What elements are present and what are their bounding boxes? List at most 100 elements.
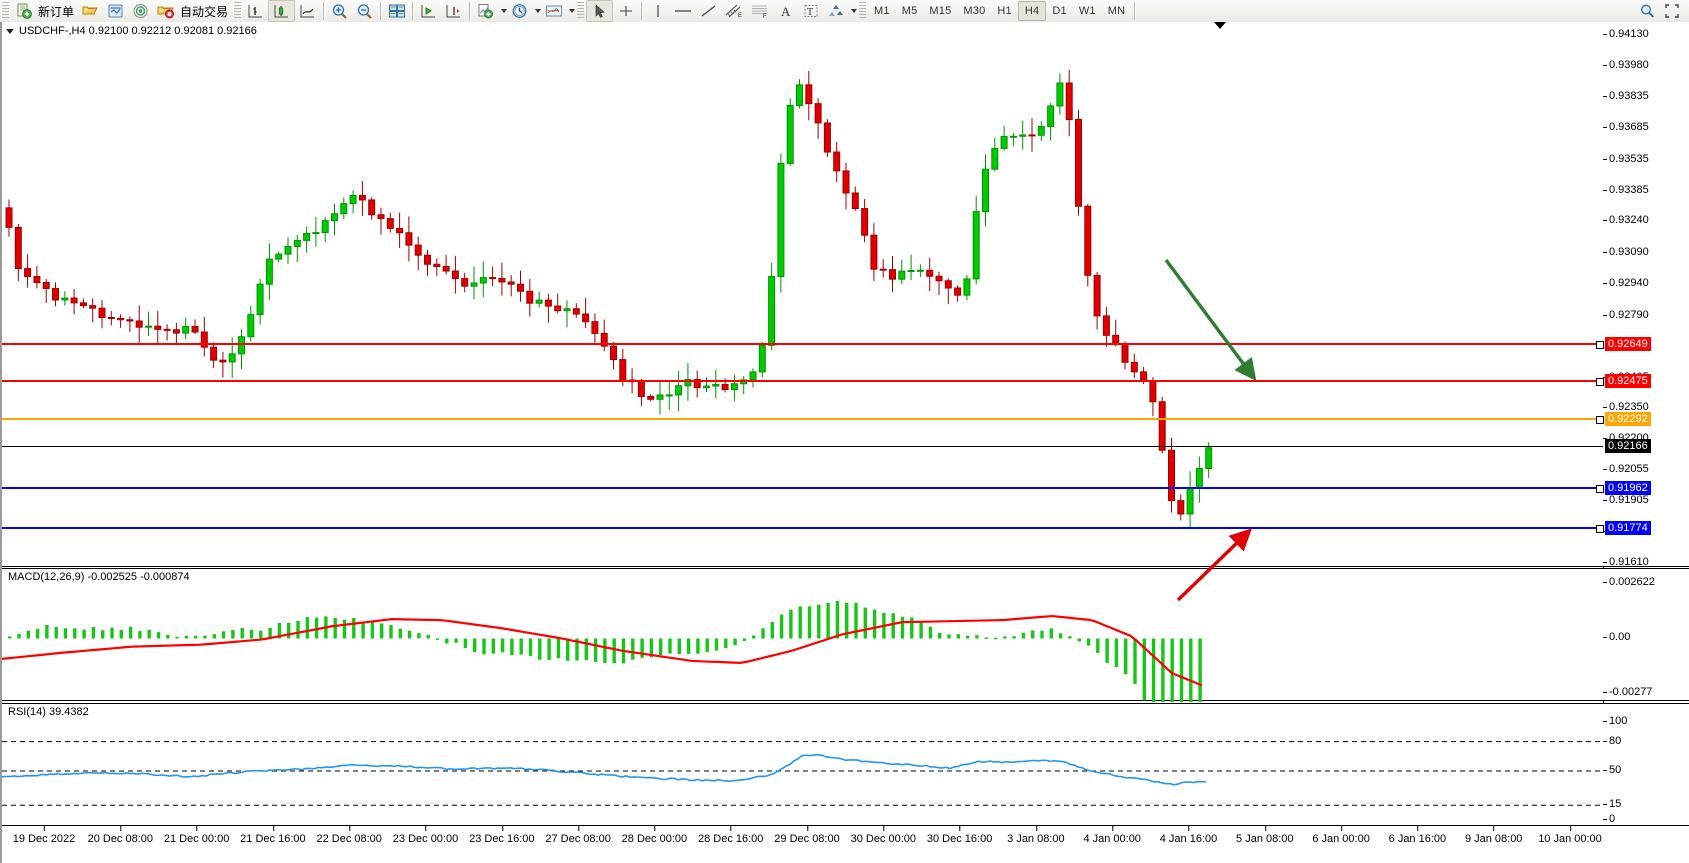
toolbar-grip-4[interactable] <box>858 2 867 20</box>
price-level-line[interactable] <box>2 341 1604 350</box>
price-tick-label: 0.92790 <box>1603 308 1649 321</box>
trendline-icon[interactable] <box>696 1 721 21</box>
price-level-tag[interactable]: 0.91962 <box>1605 481 1651 496</box>
chart-area[interactable]: USDCHF-,H4 0.92100 0.92212 0.92081 0.921… <box>0 22 1689 863</box>
horizontal-line-icon[interactable] <box>670 1 696 21</box>
timeframe-h4[interactable]: H4 <box>1017 1 1047 21</box>
macd-axis-label: 0.002622 <box>1603 576 1655 588</box>
fullscreen-icon[interactable] <box>1659 1 1684 21</box>
price-level-line[interactable] <box>2 416 1604 425</box>
templates-icon[interactable] <box>541 1 566 21</box>
price-tick-label: 0.94130 <box>1603 28 1649 40</box>
timeframe-mn[interactable]: MN <box>1107 5 1126 17</box>
level-drag-handle[interactable] <box>1596 485 1604 494</box>
down-trend-arrow <box>1164 258 1257 382</box>
search-icon[interactable] <box>1634 1 1659 21</box>
level-drag-handle[interactable] <box>1596 377 1604 386</box>
time-tick-label: 23 Dec 16:00 <box>469 826 535 845</box>
price-level-tag[interactable]: 0.92475 <box>1605 373 1651 388</box>
line-chart-icon[interactable] <box>295 1 320 21</box>
time-tick-label: 10 Jan 00:00 <box>1538 826 1602 845</box>
timeframe-d1[interactable]: D1 <box>1052 5 1067 17</box>
price-level-tag[interactable]: 0.92649 <box>1605 337 1651 352</box>
candlestick-chart-icon[interactable] <box>268 0 296 22</box>
symbol-ohlc-text: USDCHF-,H4 0.92100 0.92212 0.92081 0.921… <box>19 25 257 37</box>
price-tick-label: 0.93685 <box>1603 121 1649 134</box>
chart-shift-icon[interactable] <box>416 1 441 21</box>
period-clock-icon[interactable] <box>507 1 532 21</box>
zoom-in-icon[interactable] <box>327 1 352 21</box>
templates-dropdown-caret[interactable] <box>569 9 576 13</box>
timeframe-m1[interactable]: M1 <box>874 5 890 17</box>
auto-scroll-icon[interactable] <box>441 1 466 21</box>
price-tick-label: 0.92055 <box>1603 462 1649 475</box>
folder-icon[interactable] <box>78 1 103 21</box>
toolbar-separator-5 <box>641 2 643 20</box>
timeframe-m30[interactable]: M30 <box>963 5 986 17</box>
crosshair-icon[interactable] <box>613 1 638 21</box>
time-tick-label: 21 Dec 00:00 <box>163 826 230 845</box>
time-tick-label: 6 Jan 16:00 <box>1388 826 1447 845</box>
equidistant-channel-icon[interactable]: E <box>721 1 747 21</box>
price-level-line[interactable] <box>2 485 1604 494</box>
rsi-pane[interactable]: RSI(14) 39.4382 <box>2 703 1689 826</box>
shapes-dropdown-caret[interactable] <box>851 9 858 13</box>
timeframe-m15[interactable]: M15 <box>929 5 952 17</box>
toolbar-grip-3[interactable] <box>576 2 585 20</box>
macd-axis-label: -0.00277 <box>1602 686 1653 698</box>
cursor-icon[interactable] <box>586 0 614 22</box>
auto-trading-label[interactable]: 自动交易 <box>180 4 229 19</box>
timeframe-m5[interactable]: M5 <box>901 5 918 17</box>
text-label-icon[interactable]: T <box>798 1 823 21</box>
tile-windows-icon[interactable] <box>384 1 409 21</box>
vertical-line-icon[interactable] <box>645 1 670 21</box>
time-tick-label: 29 Dec 08:00 <box>774 826 840 845</box>
chevron-down-icon[interactable] <box>6 28 14 34</box>
period-dropdown-caret[interactable] <box>535 9 542 13</box>
indicator-dropdown-caret[interactable] <box>501 9 508 13</box>
toolbar-grip-2[interactable] <box>233 2 242 20</box>
price-level-tag[interactable]: 0.91774 <box>1605 520 1651 535</box>
data-window-icon[interactable] <box>103 1 128 21</box>
price-level-tag[interactable]: 0.92166 <box>1605 438 1651 453</box>
toolbar-separator-3 <box>412 2 414 20</box>
timeframe-h1[interactable]: H1 <box>997 5 1012 17</box>
new-order-icon[interactable] <box>11 1 36 21</box>
svg-text:A: A <box>781 4 791 19</box>
price-level-line[interactable] <box>2 377 1604 386</box>
toolbar-separator-2 <box>380 2 382 20</box>
price-tick-label: 0.93980 <box>1603 59 1649 72</box>
auto-trading-icon[interactable] <box>153 1 178 21</box>
level-drag-handle[interactable] <box>1596 524 1604 533</box>
price-tick-label: 0.92350 <box>1603 400 1649 413</box>
time-tick-label: 19 Dec 2022 <box>12 826 76 845</box>
toolbar-grip[interactable] <box>1 2 9 20</box>
price-tick-label: 0.91610 <box>1603 556 1649 568</box>
level-drag-handle[interactable] <box>1596 416 1604 425</box>
text-tool-icon[interactable]: A <box>773 1 798 21</box>
rsi-axis-label: 50 <box>1602 764 1622 776</box>
bar-chart-icon[interactable] <box>243 1 268 21</box>
time-axis[interactable]: 19 Dec 2022 20 Dec 08:00 21 Dec 00:00 21 De… <box>2 826 1689 863</box>
zoom-out-icon[interactable] <box>352 1 377 21</box>
new-order-label[interactable]: 新订单 <box>38 4 75 19</box>
price-tick-label: 0.93385 <box>1603 184 1649 197</box>
macd-pane[interactable]: MACD(12,26,9) -0.002525 -0.000874 <box>2 568 1689 702</box>
time-tick-label: 28 Dec 00:00 <box>621 826 688 845</box>
add-indicator-icon[interactable] <box>473 1 498 21</box>
up-trend-arrow <box>1176 528 1253 602</box>
fibonacci-icon[interactable]: F <box>747 1 773 21</box>
time-tick-label: 23 Dec 00:00 <box>392 826 459 845</box>
main-toolbar: 新订单 自动交易 <box>0 0 1689 23</box>
time-tick-label: 30 Dec 16:00 <box>926 826 993 845</box>
price-pane[interactable] <box>2 22 1689 567</box>
shapes-icon[interactable] <box>823 1 848 21</box>
level-drag-handle[interactable] <box>1596 341 1604 350</box>
timeframe-w1[interactable]: W1 <box>1078 5 1096 17</box>
navigator-icon[interactable] <box>128 1 153 21</box>
price-level-tag[interactable]: 0.92292 <box>1605 412 1651 427</box>
svg-text:F: F <box>763 14 767 19</box>
time-tick-label: 21 Dec 16:00 <box>240 826 306 845</box>
price-level-line[interactable] <box>2 524 1604 533</box>
chart-top-marker <box>1214 22 1226 29</box>
